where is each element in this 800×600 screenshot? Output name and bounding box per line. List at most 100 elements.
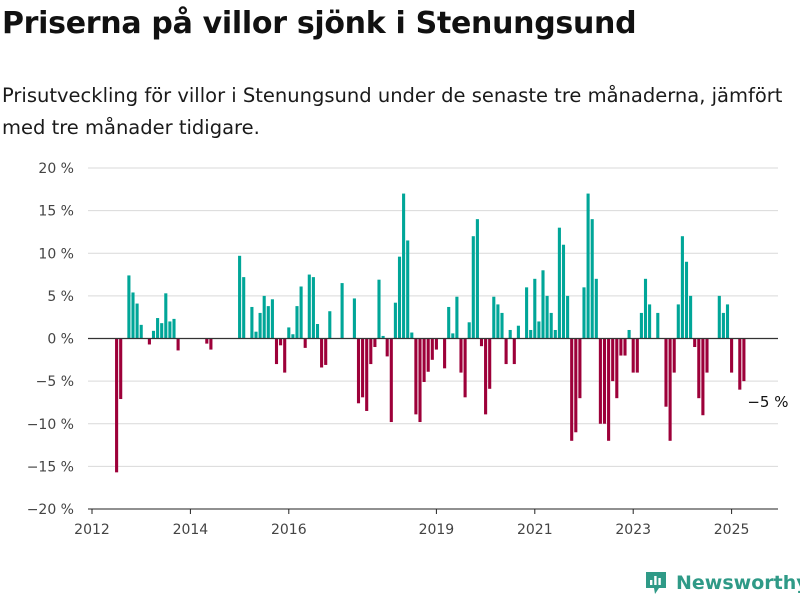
bar	[623, 338, 627, 356]
bar	[397, 256, 402, 339]
bar	[205, 338, 209, 344]
bar	[594, 278, 598, 339]
x-tick-label: 2014	[173, 522, 209, 538]
bar	[697, 338, 701, 399]
bar	[512, 338, 516, 365]
bar	[311, 277, 315, 339]
y-tick-label: −15 %	[27, 459, 74, 475]
bar	[467, 322, 471, 339]
bar	[209, 338, 213, 350]
bar	[545, 295, 549, 339]
bar	[410, 332, 414, 339]
bar	[447, 306, 451, 339]
bar	[557, 227, 561, 339]
bar	[131, 292, 135, 339]
bar	[160, 323, 164, 339]
bar	[119, 338, 123, 400]
bar	[455, 296, 459, 339]
x-tick-label: 2023	[615, 522, 651, 538]
bar	[377, 279, 381, 339]
bar	[574, 338, 578, 433]
bar	[484, 338, 488, 415]
bar	[721, 312, 725, 339]
chart-title: Priserna på villor sjönk i Stenungsund	[2, 6, 637, 41]
bar	[352, 298, 356, 339]
bar	[643, 278, 648, 339]
bar	[488, 338, 492, 389]
bar	[508, 329, 512, 339]
bar	[619, 338, 623, 356]
bar	[627, 329, 631, 339]
bar	[656, 312, 660, 339]
x-axis: 2012 2014 2016 2019 2021 2023 2025	[74, 508, 778, 538]
bar	[151, 330, 156, 339]
bar	[590, 219, 594, 339]
bar	[689, 295, 693, 339]
bar	[242, 277, 246, 339]
bar	[295, 306, 299, 339]
bar	[451, 333, 455, 339]
bar	[291, 334, 295, 339]
bar	[701, 338, 705, 416]
bar	[315, 324, 320, 339]
y-tick-label: 15 %	[38, 204, 74, 220]
bar	[262, 295, 266, 339]
y-tick-label: 10 %	[38, 246, 74, 262]
bar	[611, 338, 615, 382]
bar	[676, 304, 680, 339]
x-tick-label: 2012	[74, 522, 110, 538]
bar	[541, 270, 545, 339]
bar	[135, 303, 139, 339]
bar	[115, 338, 119, 473]
bar	[385, 338, 389, 357]
bar	[430, 338, 434, 360]
bar	[598, 338, 602, 424]
bar	[389, 338, 393, 423]
bar	[369, 338, 373, 365]
x-tick-label: 2025	[714, 522, 750, 538]
y-tick-label: 0 %	[47, 332, 74, 348]
bar-chart: 20 % 15 % 10 % 5 % 0 % −5 % −10 % −15 % −20 % 20…	[27, 161, 789, 538]
bar	[406, 240, 410, 339]
bar	[176, 338, 180, 351]
bar	[258, 312, 262, 339]
bar	[684, 261, 689, 339]
y-axis: 20 % 15 % 10 % 5 % 0 % −5 % −10 % −15 % −20 %	[27, 161, 74, 518]
bar	[320, 338, 324, 368]
bar	[471, 236, 475, 339]
bar	[340, 283, 344, 339]
bar	[738, 338, 742, 390]
bar	[602, 338, 607, 424]
bar	[139, 324, 143, 339]
bar	[529, 329, 533, 339]
bar	[607, 338, 611, 441]
bar	[373, 338, 377, 348]
bar	[586, 193, 590, 339]
bar	[516, 325, 520, 339]
bar	[725, 304, 730, 339]
bar	[250, 306, 254, 339]
bar	[496, 304, 500, 339]
bar	[172, 318, 176, 339]
bar	[570, 338, 574, 441]
bar	[254, 331, 258, 339]
bar	[615, 338, 619, 399]
x-tick-label: 2019	[419, 522, 455, 538]
bar	[664, 338, 668, 407]
bar	[307, 274, 311, 339]
bar	[164, 293, 168, 339]
bar	[127, 275, 131, 339]
bar	[361, 338, 365, 398]
bar	[648, 304, 652, 339]
bar	[479, 338, 484, 347]
bar	[492, 296, 496, 339]
bar	[533, 278, 537, 339]
bar-chart-logo-icon	[646, 572, 666, 594]
y-tick-label: −10 %	[27, 417, 74, 433]
y-tick-label: −20 %	[27, 502, 74, 518]
bar	[525, 287, 529, 339]
bar	[283, 338, 287, 373]
bar	[266, 306, 270, 339]
bar	[328, 311, 332, 339]
bar	[426, 338, 430, 372]
